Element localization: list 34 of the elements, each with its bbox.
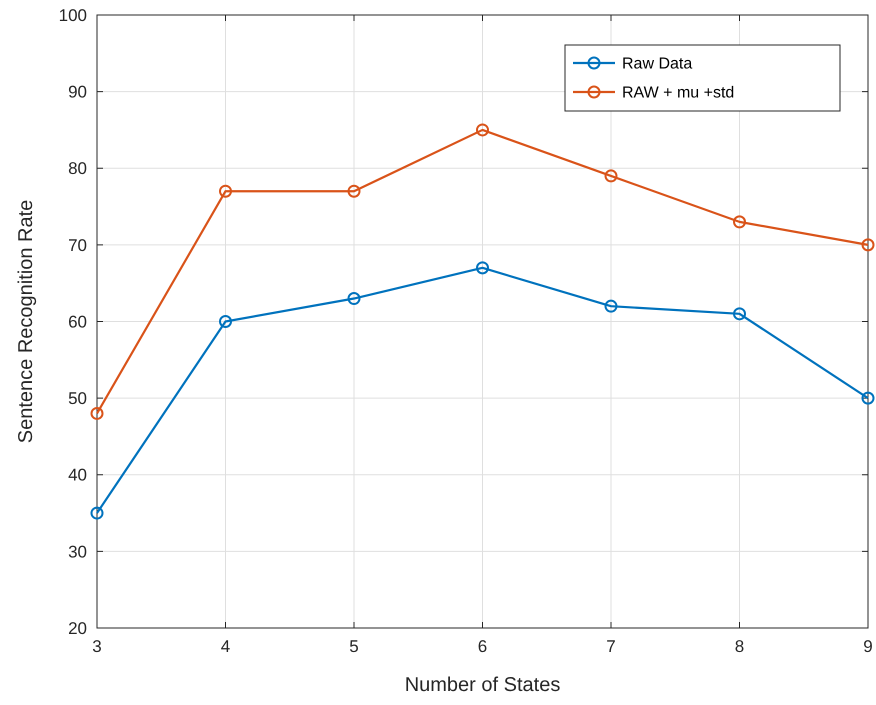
- point: [219, 315, 232, 328]
- y-tick-label: 90: [68, 82, 87, 102]
- point: [476, 123, 489, 136]
- y-tick-label: 60: [68, 312, 87, 332]
- y-tick-label: 100: [58, 6, 87, 25]
- y-axis-title: Sentence Recognition Rate: [15, 200, 37, 444]
- y-tick-label: 40: [68, 466, 87, 485]
- x-tick-label: 7: [606, 637, 616, 656]
- point: [862, 238, 874, 252]
- point: [348, 292, 360, 306]
- y-tick-label: 80: [68, 159, 87, 178]
- legend-label: RAW + mu +std: [622, 84, 734, 102]
- y-tick-label: 20: [68, 618, 87, 638]
- point: [219, 184, 232, 198]
- x-tick-label: 3: [92, 637, 102, 656]
- x-tick-label: 9: [863, 637, 873, 656]
- y-tick-label: 30: [68, 542, 87, 562]
- x-tick-label: 5: [349, 637, 359, 656]
- point: [604, 300, 618, 313]
- legend-label: Raw Data: [622, 56, 692, 73]
- x-tick-label: 8: [734, 637, 744, 656]
- point: [862, 392, 874, 405]
- x-tick-label: 6: [478, 637, 488, 656]
- point: [733, 307, 746, 320]
- x-tick-label: 4: [220, 637, 230, 656]
- y-tick-label: 50: [68, 389, 87, 408]
- point: [90, 506, 104, 520]
- point: [90, 406, 104, 420]
- x-axis-title: Number of States: [404, 674, 560, 696]
- point: [733, 215, 746, 228]
- point: [476, 261, 489, 274]
- point: [604, 169, 618, 182]
- point: [348, 184, 360, 198]
- y-tick-label: 70: [68, 236, 87, 255]
